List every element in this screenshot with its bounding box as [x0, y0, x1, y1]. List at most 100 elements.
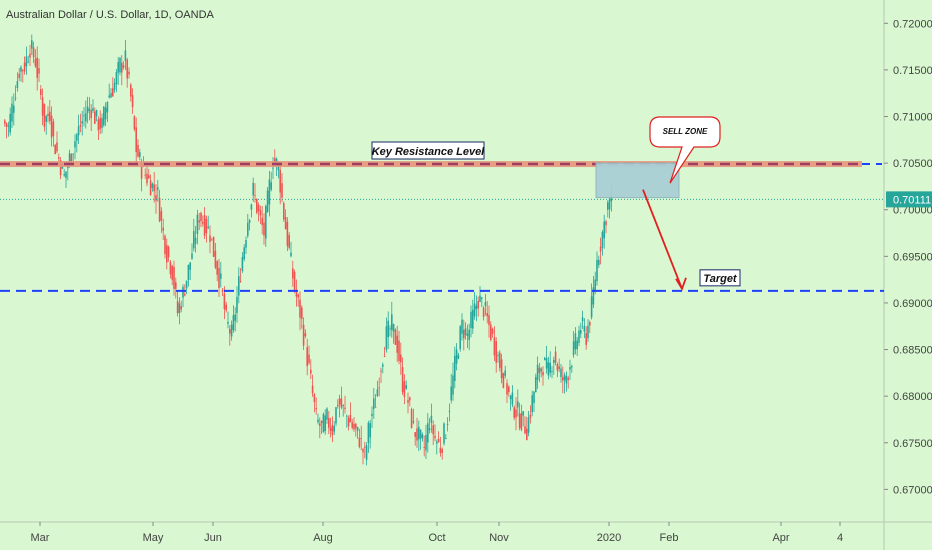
candle-body	[203, 215, 206, 236]
candle-body	[85, 113, 87, 122]
candle-body	[106, 101, 109, 113]
last-price-tag-box	[886, 191, 932, 208]
candle-body	[115, 72, 118, 84]
candle-body	[373, 398, 375, 409]
candle-body	[198, 220, 200, 223]
candle-body	[540, 368, 542, 372]
candle-body	[257, 204, 260, 212]
candle-body	[245, 240, 247, 248]
candle-body	[427, 423, 429, 443]
candle-body	[425, 434, 427, 451]
candle-body	[439, 447, 442, 453]
candle-body	[239, 281, 242, 282]
candle-body	[45, 115, 47, 122]
candle-body	[252, 182, 254, 196]
candle-body	[328, 418, 330, 428]
candle-body	[527, 417, 530, 433]
candle-body	[558, 366, 560, 369]
candle-body	[148, 175, 150, 179]
candle-body	[230, 324, 233, 337]
candle-body	[171, 266, 173, 280]
candle-body	[130, 84, 132, 97]
x-tick-label: May	[143, 532, 164, 544]
candle-body	[495, 341, 497, 363]
candle-body	[88, 108, 91, 111]
candle-body	[589, 322, 591, 326]
candle-body	[351, 422, 353, 428]
candle-body	[52, 121, 55, 136]
key-resistance-label-group: Key Resistance Level	[371, 141, 485, 160]
candle-body	[549, 362, 551, 373]
candle-body	[290, 252, 292, 257]
candle-body	[65, 171, 67, 179]
candle-body	[187, 264, 190, 281]
candle-body	[538, 367, 541, 374]
candle-body	[502, 373, 505, 388]
candle-body	[4, 120, 6, 124]
candle-body	[284, 216, 287, 230]
candle-body	[254, 195, 256, 196]
candle-body	[194, 237, 197, 244]
candle-body	[551, 370, 553, 372]
candle-body	[547, 362, 550, 376]
candle-body	[176, 301, 179, 314]
candle-body	[76, 134, 78, 141]
candle-body	[81, 121, 83, 124]
candle-body	[232, 315, 235, 331]
sell-zone-callout-bubble	[649, 116, 721, 184]
candle-body	[319, 423, 321, 426]
candle-body	[119, 57, 121, 73]
candle-body	[207, 226, 209, 228]
candle-body	[554, 351, 557, 363]
candle-body	[405, 385, 407, 389]
candle-body	[227, 322, 229, 324]
candle-body	[529, 414, 532, 418]
y-tick-label: 0.70000	[893, 205, 932, 217]
candle-body	[92, 108, 94, 112]
candle-body	[340, 398, 343, 408]
candle-body	[131, 95, 134, 108]
candle-body	[337, 404, 339, 407]
candle-body	[324, 415, 326, 431]
candle-body	[418, 426, 420, 440]
candle-body	[517, 401, 519, 408]
candle-body	[34, 58, 37, 67]
x-tick-label: Aug	[313, 532, 333, 544]
candle-body	[104, 107, 107, 120]
candle-body	[563, 374, 566, 381]
candle-body	[389, 328, 391, 330]
candle-body	[302, 324, 305, 346]
x-tick-label: Jun	[204, 532, 222, 544]
candle-body	[9, 113, 11, 133]
candle-body	[5, 123, 8, 127]
candle-body	[576, 340, 578, 350]
candle-body	[599, 246, 602, 252]
candle-body	[268, 179, 271, 205]
candle-body	[428, 428, 431, 431]
candle-body	[256, 199, 258, 213]
candle-body	[140, 163, 143, 179]
candle-body	[31, 40, 33, 49]
candle-body	[466, 333, 469, 336]
candle-body	[144, 174, 146, 176]
candle-body	[308, 354, 310, 364]
candle-body	[164, 235, 166, 255]
candle-body	[160, 211, 163, 221]
candle-body	[484, 302, 487, 306]
candle-body	[518, 413, 521, 428]
candle-body	[457, 355, 460, 359]
candle-body	[419, 429, 422, 439]
last-price-value: 0.70111	[893, 194, 931, 206]
candle-body	[448, 411, 451, 412]
candle-body	[202, 222, 204, 224]
candle-body	[29, 53, 31, 58]
candle-body	[169, 261, 172, 275]
candle-body	[531, 395, 533, 413]
candle-body	[596, 259, 598, 282]
candle-body	[261, 217, 263, 225]
candle-body	[122, 65, 125, 68]
candle-body	[40, 89, 42, 95]
sell-zone-callout: SELL ZONE	[649, 116, 721, 184]
candle-body	[322, 414, 325, 433]
candle-body	[335, 407, 337, 424]
